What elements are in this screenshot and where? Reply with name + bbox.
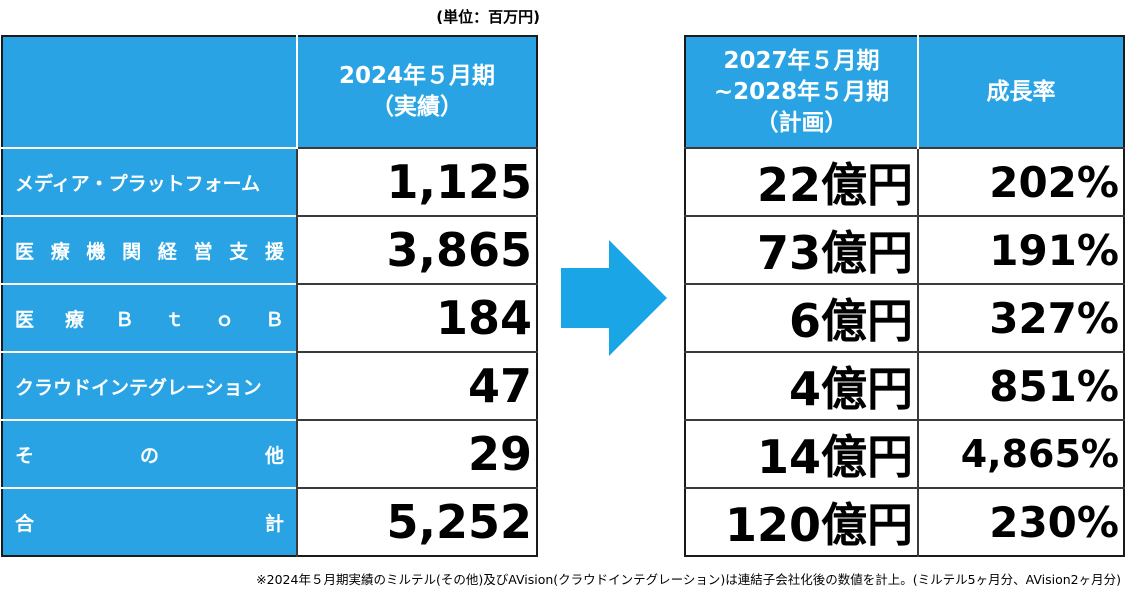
footnote: ※2024年５月期実績のミルテル(その他)及びAVision(クラウドインテグレ… xyxy=(256,572,1121,587)
row-label-clinic-management: 医療機関経営支援 xyxy=(2,215,297,284)
value-growth: 851% xyxy=(917,351,1124,420)
value-plan: 4億円 xyxy=(685,351,918,420)
row-label-other: その他 xyxy=(2,419,297,488)
value-actual: 29 xyxy=(296,419,537,488)
table-row: 120億円 230% xyxy=(685,487,1124,556)
table-row: その他 29 xyxy=(2,419,537,488)
table-row: クラウドインテグレーション 47 xyxy=(2,351,537,420)
row-label-medical-btob: 医療ＢｔｏＢ xyxy=(2,283,297,352)
header-plan-line3: （計画） xyxy=(755,109,848,136)
row-label-media-platform: メディア・プラットフォーム xyxy=(2,147,297,216)
value-growth: 191% xyxy=(917,215,1124,284)
value-plan: 14億円 xyxy=(685,419,918,488)
value-growth: 4,865% xyxy=(917,419,1124,488)
header-actual-line1: 2024年５月期 xyxy=(338,63,495,89)
value-actual: 47 xyxy=(296,351,537,420)
row-label-total: 合計 xyxy=(2,487,297,556)
value-plan: 6億円 xyxy=(685,283,918,352)
value-growth: 202% xyxy=(917,147,1124,216)
arrow-shape xyxy=(561,240,667,356)
header-blank-cell xyxy=(2,36,297,148)
table-row: メディア・プラットフォーム 1,125 xyxy=(2,147,537,216)
plan-table: 2027年５月期 ~2028年５月期 （計画） 成長率 22億円 202% 73… xyxy=(684,35,1125,557)
table-row: 6億円 327% xyxy=(685,283,1124,352)
unit-note: (単位：百万円) xyxy=(436,8,540,26)
value-actual: 1,125 xyxy=(296,147,537,216)
table-row: 73億円 191% xyxy=(685,215,1124,284)
value-plan: 73億円 xyxy=(685,215,918,284)
header-plan-period: 2027年５月期 ~2028年５月期 （計画） xyxy=(685,36,918,148)
header-actual-line2: （実績） xyxy=(371,94,463,120)
table-row: 14億円 4,865% xyxy=(685,419,1124,488)
table-row: 医療機関経営支援 3,865 xyxy=(2,215,537,284)
actual-results-table: 2024年５月期 （実績） メディア・プラットフォーム 1,125 医療機関経営… xyxy=(1,35,538,557)
header-growth-rate: 成長率 xyxy=(917,36,1124,148)
header-plan-line1: 2027年５月期 xyxy=(723,47,880,74)
right-arrow-icon xyxy=(561,240,667,356)
table-row: 22億円 202% xyxy=(685,147,1124,216)
table-row: 合計 5,252 xyxy=(2,487,537,556)
table-row: 4億円 851% xyxy=(685,351,1124,420)
value-actual: 184 xyxy=(296,283,537,352)
header-actual-2024: 2024年５月期 （実績） xyxy=(296,36,537,148)
row-label-cloud-integration: クラウドインテグレーション xyxy=(2,351,297,420)
value-plan: 22億円 xyxy=(685,147,918,216)
value-actual: 3,865 xyxy=(296,215,537,284)
value-growth: 327% xyxy=(917,283,1124,352)
header-plan-line2: ~2028年５月期 xyxy=(713,78,890,105)
value-plan: 120億円 xyxy=(685,487,918,556)
value-growth: 230% xyxy=(917,487,1124,556)
value-actual: 5,252 xyxy=(296,487,537,556)
table-row: 医療ＢｔｏＢ 184 xyxy=(2,283,537,352)
